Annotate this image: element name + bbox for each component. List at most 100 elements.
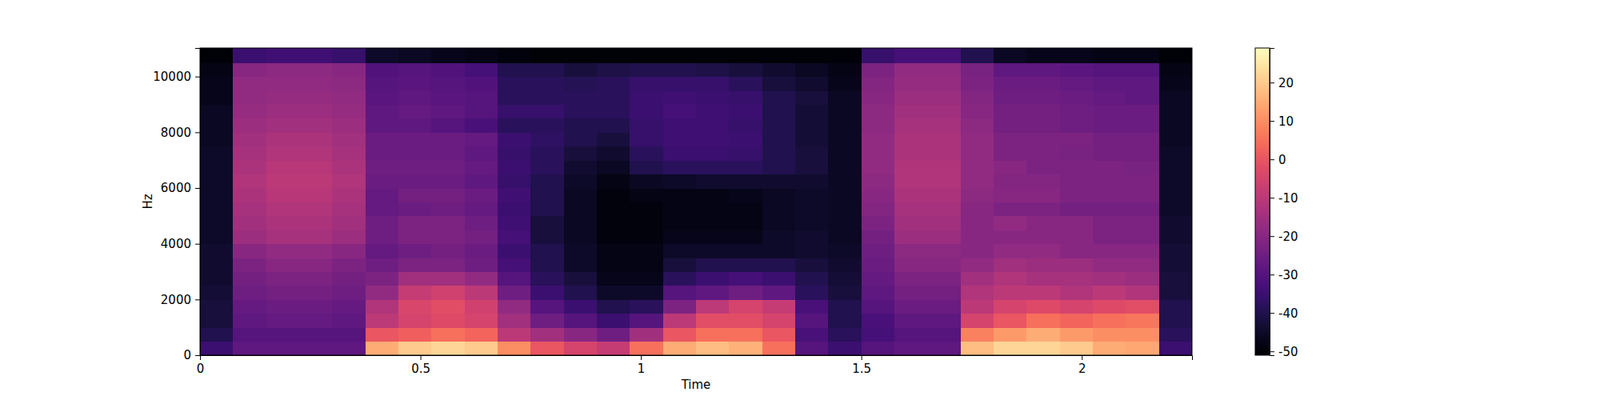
heatmap-cell xyxy=(1026,62,1060,77)
heatmap-cell xyxy=(629,76,664,92)
heatmap-cell xyxy=(1125,285,1160,300)
xticks-tick-label: 0 xyxy=(196,361,205,376)
heatmap-cell xyxy=(596,244,631,259)
heatmap-cell xyxy=(365,160,400,175)
heatmap-cell xyxy=(861,48,896,64)
heatmap-cell xyxy=(464,272,499,287)
heatmap-cell xyxy=(795,299,829,314)
heatmap-cell xyxy=(530,132,564,147)
heatmap-cell xyxy=(365,118,400,133)
heatmap-cell xyxy=(596,76,631,92)
heatmap-cell xyxy=(1159,118,1192,133)
heatmap-cell xyxy=(828,272,862,287)
heatmap-cell xyxy=(431,188,465,203)
xticks-tick: 0 xyxy=(196,355,205,376)
heatmap-cell xyxy=(1060,313,1094,328)
heatmap-cell xyxy=(1092,229,1127,244)
heatmap-cell xyxy=(1060,229,1094,244)
heatmap-cell xyxy=(398,76,432,92)
heatmap-cell xyxy=(795,188,829,203)
heatmap-cell xyxy=(564,229,598,244)
yticks-tick: 4000 xyxy=(160,236,200,252)
heatmap-cell xyxy=(861,327,896,342)
heatmap-cell xyxy=(497,132,532,147)
heatmap-cell xyxy=(299,201,333,216)
heatmap-cell xyxy=(1026,76,1060,92)
heatmap-cell xyxy=(1125,188,1160,203)
heatmap-cell xyxy=(1125,160,1160,175)
heatmap-cell xyxy=(232,160,267,175)
heatmap-cell xyxy=(1060,118,1094,133)
heatmap-cell xyxy=(762,76,796,92)
heatmap-cell xyxy=(332,272,366,287)
heatmap-cell xyxy=(1159,104,1192,120)
heatmap-cell xyxy=(663,229,697,244)
heatmap-cell xyxy=(398,146,432,161)
heatmap-cell xyxy=(398,201,432,216)
heatmap-cell xyxy=(828,201,862,216)
heatmap-cell xyxy=(596,104,631,120)
heatmap-cell xyxy=(564,104,598,120)
heatmap-cell xyxy=(1125,327,1160,342)
heatmap-cell xyxy=(663,201,697,216)
heatmap-cell xyxy=(1092,132,1127,147)
heatmap-cell xyxy=(894,174,928,189)
heatmap-cell xyxy=(431,118,465,133)
heatmap-cell xyxy=(663,257,697,272)
heatmap-cell xyxy=(332,299,366,314)
heatmap-cell xyxy=(927,90,961,105)
heatmap-cell xyxy=(398,90,432,105)
heatmap-cell xyxy=(696,327,730,342)
heatmap-cell xyxy=(663,146,697,161)
heatmap-cell xyxy=(795,48,829,64)
heatmap-cell xyxy=(1060,132,1094,147)
heatmap-cell xyxy=(960,201,995,216)
heatmap-cell xyxy=(861,272,896,287)
heatmap-cell xyxy=(332,257,366,272)
heatmap-cell xyxy=(200,229,234,244)
heatmap-cell xyxy=(266,313,300,328)
heatmap-cell xyxy=(1060,48,1094,64)
heatmap-cell xyxy=(795,313,829,328)
heatmap-cell xyxy=(530,174,564,189)
heatmap-cell xyxy=(332,244,366,259)
heatmap-cell xyxy=(332,160,366,175)
heatmap-cell xyxy=(894,244,928,259)
heatmap-cell xyxy=(431,48,465,64)
heatmap-cell xyxy=(564,244,598,259)
xticks-tick: 0.5 xyxy=(411,355,431,376)
yticks-tick-mark xyxy=(195,76,200,78)
heatmap-cell xyxy=(762,244,796,259)
heatmap-cell xyxy=(762,188,796,203)
heatmap-cell xyxy=(861,341,896,356)
heatmap-cell xyxy=(663,216,697,231)
heatmap-cell xyxy=(564,188,598,203)
heatmap-cell xyxy=(398,104,432,120)
heatmap-cell xyxy=(365,229,400,244)
heatmap-cell xyxy=(200,90,234,105)
heatmap-cell xyxy=(894,299,928,314)
heatmap-cell xyxy=(497,90,532,105)
heatmap-cell xyxy=(728,62,763,77)
heatmap-cell xyxy=(861,299,896,314)
heatmap-cell xyxy=(1159,341,1192,356)
heatmap-cell xyxy=(464,90,499,105)
heatmap-cell xyxy=(629,201,664,216)
heatmap-cell xyxy=(1026,299,1060,314)
heatmap-cell xyxy=(266,188,300,203)
heatmap-cell xyxy=(232,132,267,147)
y-axis-title: Hz xyxy=(140,193,156,209)
heatmap-cell xyxy=(200,118,234,133)
heatmap-cell xyxy=(431,313,465,328)
heatmap-cell xyxy=(629,160,664,175)
heatmap-cell xyxy=(960,216,995,231)
heatmap-cell xyxy=(993,285,1028,300)
heatmap-cell xyxy=(762,229,796,244)
heatmap-cell xyxy=(1159,216,1192,231)
heatmap-cell xyxy=(464,341,499,356)
heatmap-cell xyxy=(365,48,400,64)
heatmap-cell xyxy=(431,104,465,120)
heatmap-cell xyxy=(431,341,465,356)
heatmap-cell xyxy=(728,285,763,300)
heatmap-cell xyxy=(1125,229,1160,244)
